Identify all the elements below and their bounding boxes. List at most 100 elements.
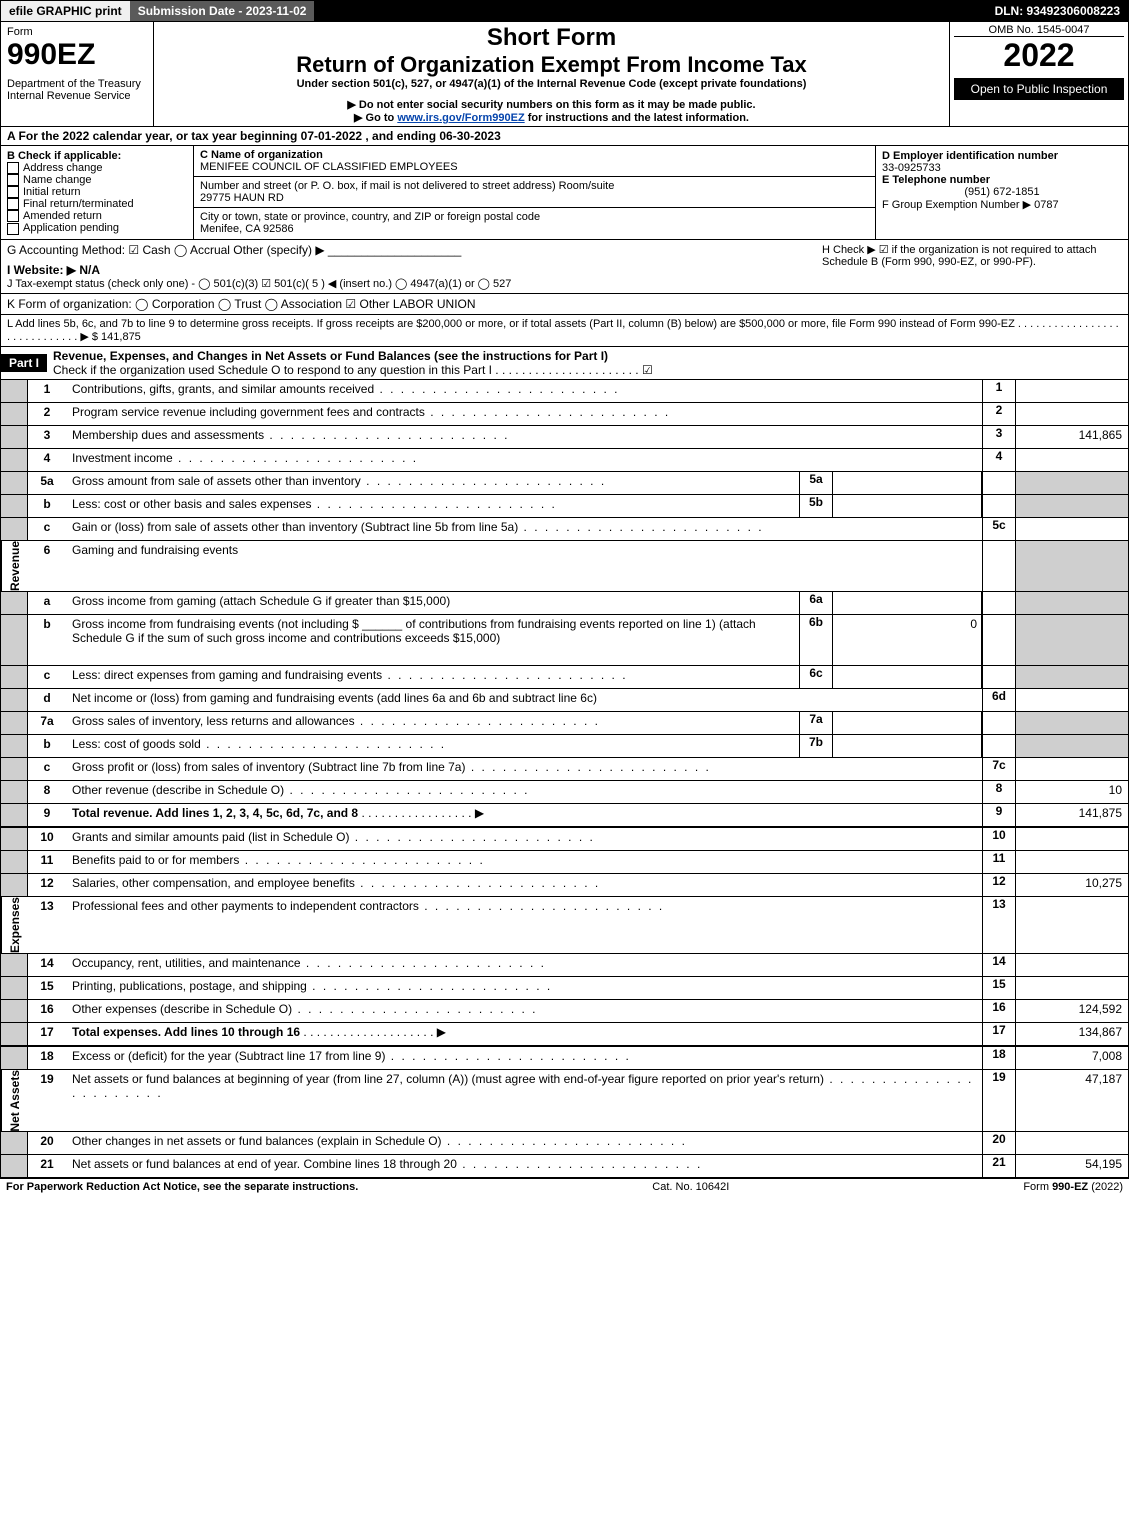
under-section: Under section 501(c), 527, or 4947(a)(1)… [160, 78, 943, 90]
header-row: Form 990EZ Department of the Treasury In… [0, 22, 1129, 127]
l10-r: 10 [982, 828, 1016, 850]
cb-pending-label: Application pending [23, 222, 119, 234]
l13-v [1016, 897, 1128, 953]
cb-initial[interactable] [7, 186, 19, 198]
l2-r: 2 [982, 403, 1016, 425]
part1-desc: Revenue, Expenses, and Changes in Net As… [47, 347, 659, 379]
line-g: G Accounting Method: ☑ Cash ◯ Accrual Ot… [7, 243, 822, 257]
cb-name-label: Name change [23, 174, 92, 186]
l19-desc: Net assets or fund balances at beginning… [66, 1070, 982, 1132]
cb-pending[interactable] [7, 223, 19, 235]
l18-r: 18 [982, 1047, 1016, 1069]
line-i: I Website: ▶ N/A [7, 263, 100, 277]
l21-desc: Net assets or fund balances at end of ye… [66, 1155, 982, 1177]
nossn: ▶ Do not enter social security numbers o… [160, 98, 943, 111]
org-name: MENIFEE COUNCIL OF CLASSIFIED EMPLOYEES [200, 161, 458, 173]
c-name-label: C Name of organization [200, 149, 323, 161]
l5b-desc: Less: cost or other basis and sales expe… [66, 495, 799, 517]
l7c-v [1016, 758, 1128, 780]
grp: 0787 [1034, 199, 1058, 211]
efile-label[interactable]: efile GRAPHIC print [1, 1, 130, 21]
net-label: Net Assets [1, 1070, 28, 1132]
expenses-label: Expenses [1, 897, 28, 953]
line-l: L Add lines 5b, 6c, and 7b to line 9 to … [0, 315, 1129, 347]
part1-label: Part I [1, 354, 47, 372]
footer-row: For Paperwork Reduction Act Notice, see … [0, 1179, 1129, 1195]
l6b-mv: 0 [833, 615, 982, 665]
l6c-mv [833, 666, 982, 688]
line-h: H Check ▶ ☑ if the organization is not r… [822, 243, 1122, 290]
l6d-r: 6d [982, 689, 1016, 711]
l5a-mv [833, 472, 982, 494]
main-title: Return of Organization Exempt From Incom… [160, 52, 943, 78]
cb-address-label: Address change [23, 162, 103, 174]
org-street: 29775 HAUN RD [200, 192, 284, 204]
l13-desc: Professional fees and other payments to … [66, 897, 982, 953]
footer-right: Form 990-EZ (2022) [1023, 1181, 1123, 1193]
dln: DLN: 93492306008223 [987, 1, 1128, 21]
part1-check: Check if the organization used Schedule … [53, 363, 653, 377]
l8-v: 10 [1016, 781, 1128, 803]
l11-v [1016, 851, 1128, 873]
bcdef-grid: B Check if applicable: Address change Na… [0, 146, 1129, 240]
l4-r: 4 [982, 449, 1016, 471]
l17-desc: Total expenses. Add lines 10 through 16 … [66, 1023, 982, 1045]
cb-amended[interactable] [7, 210, 19, 222]
org-city: Menifee, CA 92586 [200, 223, 294, 235]
l2-v [1016, 403, 1128, 425]
l2-desc: Program service revenue including govern… [66, 403, 982, 425]
l21-r: 21 [982, 1155, 1016, 1177]
line-k: K Form of organization: ◯ Corporation ◯ … [0, 294, 1129, 315]
l3-v: 141,865 [1016, 426, 1128, 448]
l11-desc: Benefits paid to or for members [66, 851, 982, 873]
footer-left: For Paperwork Reduction Act Notice, see … [6, 1181, 358, 1193]
revenue-label: Revenue [1, 541, 28, 591]
dept: Department of the Treasury Internal Reve… [7, 78, 147, 102]
l6c-desc: Less: direct expenses from gaming and fu… [66, 666, 799, 688]
l6a-m: 6a [799, 592, 833, 614]
cb-name[interactable] [7, 174, 19, 186]
l18-v: 7,008 [1016, 1047, 1128, 1069]
l7a-mv [833, 712, 982, 734]
l1-v [1016, 380, 1128, 402]
l7c-r: 7c [982, 758, 1016, 780]
l17-v: 134,867 [1016, 1023, 1128, 1045]
col-c: C Name of organization MENIFEE COUNCIL O… [194, 146, 876, 239]
cb-final[interactable] [7, 198, 19, 210]
form-number: 990EZ [7, 38, 147, 72]
l1-desc: Contributions, gifts, grants, and simila… [66, 380, 982, 402]
part1-lines: 1Contributions, gifts, grants, and simil… [0, 380, 1129, 1180]
ein-label: D Employer identification number [882, 150, 1058, 162]
l5b-mv [833, 495, 982, 517]
grp-label: F Group Exemption Number ▶ [882, 199, 1031, 211]
l6-desc: Gaming and fundraising events [66, 541, 982, 591]
l15-v [1016, 977, 1128, 999]
l14-v [1016, 954, 1128, 976]
l4-v [1016, 449, 1128, 471]
l5c-v [1016, 518, 1128, 540]
submission-date: Submission Date - 2023-11-02 [130, 1, 315, 21]
footer-mid: Cat. No. 10642I [652, 1181, 729, 1193]
col-b: B Check if applicable: Address change Na… [1, 146, 194, 239]
part1-title: Revenue, Expenses, and Changes in Net As… [53, 349, 608, 363]
tax-year: 2022 [954, 37, 1124, 74]
l1-r: 1 [982, 380, 1016, 402]
l8-desc: Other revenue (describe in Schedule O) [66, 781, 982, 803]
l5c-desc: Gain or (loss) from sale of assets other… [66, 518, 982, 540]
l18-desc: Excess or (deficit) for the year (Subtra… [66, 1047, 982, 1069]
part1-header: Part I Revenue, Expenses, and Changes in… [0, 347, 1129, 380]
l6c-m: 6c [799, 666, 833, 688]
goto-link[interactable]: ▶ Go to www.irs.gov/Form990EZ for instru… [160, 111, 943, 124]
l11-r: 11 [982, 851, 1016, 873]
l9-desc: Total revenue. Add lines 1, 2, 3, 4, 5c,… [66, 804, 982, 826]
cb-final-label: Final return/terminated [23, 198, 134, 210]
l16-desc: Other expenses (describe in Schedule O) [66, 1000, 982, 1022]
l4-desc: Investment income [66, 449, 982, 471]
l6a-mv [833, 592, 982, 614]
line-j: J Tax-exempt status (check only one) - ◯… [7, 277, 822, 290]
l16-r: 16 [982, 1000, 1016, 1022]
l5a-m: 5a [799, 472, 833, 494]
cb-amended-label: Amended return [23, 210, 102, 222]
cb-address[interactable] [7, 162, 19, 174]
form-id-block: Form 990EZ Department of the Treasury In… [1, 22, 154, 126]
